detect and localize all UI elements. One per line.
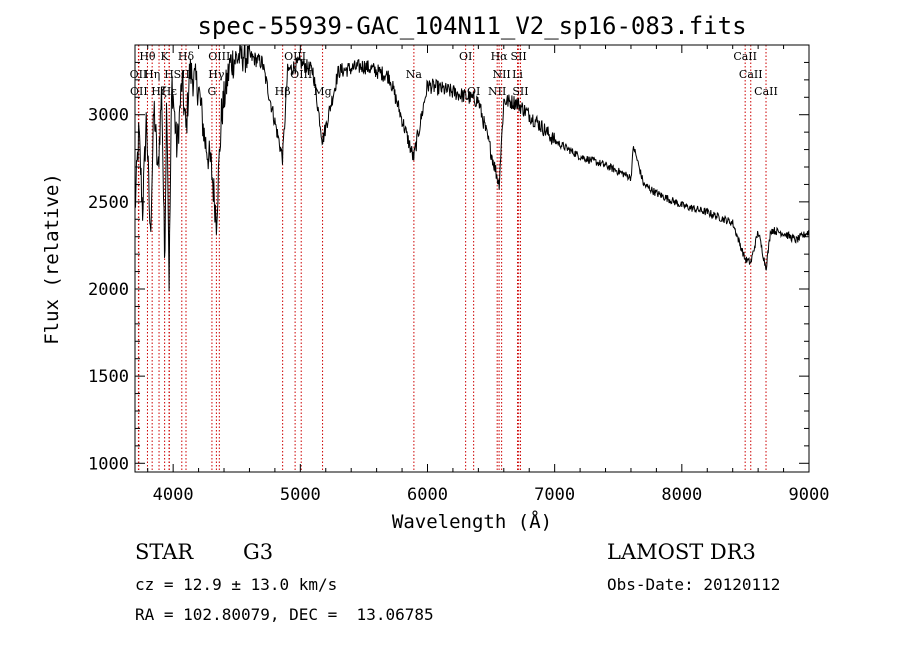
line-label: Li bbox=[512, 68, 523, 81]
x-tick-label: 8000 bbox=[661, 485, 702, 505]
line-label: Hδ bbox=[178, 50, 195, 63]
x-tick-label: 6000 bbox=[407, 485, 448, 505]
y-tick-label: 1000 bbox=[88, 454, 129, 474]
line-label: CaII bbox=[754, 85, 778, 98]
spectral-subclass: G3 bbox=[243, 540, 274, 564]
line-label: SII bbox=[174, 68, 190, 81]
x-tick-label: 4000 bbox=[153, 485, 194, 505]
line-label: SII bbox=[512, 85, 528, 98]
line-label: OI bbox=[467, 85, 480, 98]
line-label: OIII bbox=[284, 50, 306, 63]
line-label: OI bbox=[459, 50, 472, 63]
survey-name: LAMOST DR3 bbox=[607, 540, 756, 564]
line-label: OIII bbox=[290, 68, 312, 81]
line-label: CaII bbox=[733, 50, 757, 63]
y-tick-label: 2000 bbox=[88, 280, 129, 300]
y-tick-label: 2500 bbox=[88, 193, 129, 213]
line-label: Hγ bbox=[208, 68, 225, 81]
coordinates: RA = 102.80079, DEC = 13.06785 bbox=[135, 605, 434, 624]
line-label: OIII bbox=[208, 50, 230, 63]
line-label: Hη bbox=[144, 68, 160, 81]
line-label: H bbox=[164, 68, 174, 81]
line-label: NII bbox=[488, 85, 506, 98]
line-markers bbox=[137, 45, 767, 472]
spectrum-group bbox=[134, 45, 810, 292]
line-label: OII bbox=[130, 68, 148, 81]
line-label: Mg bbox=[313, 85, 331, 98]
line-label: OII bbox=[130, 85, 148, 98]
line-label: K bbox=[161, 50, 170, 63]
line-label: Hζ bbox=[151, 85, 167, 98]
line-label: Hθ bbox=[139, 50, 156, 63]
line-label: CaII bbox=[739, 68, 763, 81]
object-type: STAR bbox=[135, 540, 194, 564]
y-tick-label: 1500 bbox=[88, 367, 129, 387]
line-label: SII bbox=[511, 50, 527, 63]
x-axis: 4000 5000 6000 7000 8000 9000 bbox=[147, 45, 830, 505]
x-tick-label: 7000 bbox=[534, 485, 575, 505]
line-label: Na bbox=[406, 68, 423, 81]
line-label: Hα bbox=[491, 50, 509, 63]
line-label: G bbox=[208, 85, 217, 98]
line-label: Hβ bbox=[275, 85, 291, 98]
y-axis: 1000 1500 2000 2500 3000 bbox=[88, 61, 809, 474]
y-tick-label: 3000 bbox=[88, 106, 129, 126]
x-axis-label: Wavelength (Å) bbox=[392, 510, 552, 533]
line-label: Hε bbox=[162, 85, 178, 98]
plot-frame bbox=[134, 44, 810, 473]
chart-title: spec-55939-GAC_104N11_V2_sp16-083.fits bbox=[197, 12, 746, 40]
observation-date: Obs-Date: 20120112 bbox=[607, 575, 781, 594]
x-tick-label: 5000 bbox=[280, 485, 321, 505]
line-label: NII bbox=[492, 68, 510, 81]
redshift-cz: cz = 12.9 ± 13.0 km/s bbox=[135, 575, 338, 594]
x-tick-label: 9000 bbox=[789, 485, 830, 505]
spectrum-line bbox=[134, 45, 810, 292]
y-axis-label: Flux (relative) bbox=[41, 173, 63, 345]
